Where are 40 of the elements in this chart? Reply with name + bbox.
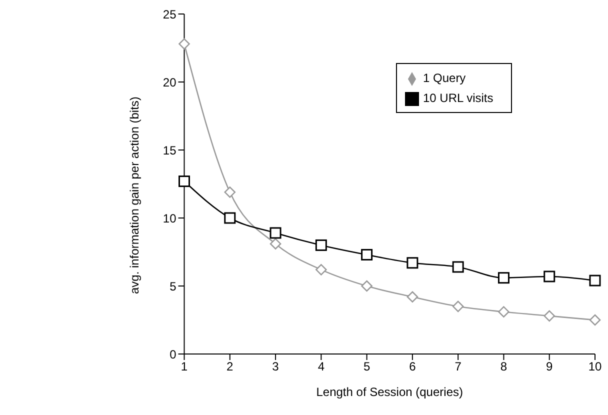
point (224, 212, 236, 224)
legend-label: 1 Query (423, 71, 466, 85)
point (406, 257, 418, 269)
x-tick-label: 1 (180, 360, 188, 374)
point (270, 227, 282, 239)
x-tick-label: 3 (272, 360, 280, 374)
point (270, 238, 282, 250)
point (544, 310, 556, 322)
y-tick-label: 10 (162, 211, 177, 226)
x-tick-label: 5 (363, 360, 370, 374)
point (316, 264, 327, 276)
point (452, 300, 464, 312)
y-tick-label: 25 (162, 7, 177, 22)
x-tick-label: 7 (454, 360, 462, 374)
point (498, 272, 510, 284)
y-tick-label: 20 (162, 75, 177, 90)
y-tick-label: 0 (170, 347, 177, 362)
point (589, 314, 601, 326)
point (361, 248, 373, 260)
y-tick-label: 5 (170, 279, 177, 294)
x-tick-label: 4 (318, 360, 325, 374)
point (178, 38, 190, 50)
x-tick-label: 10 (588, 360, 602, 374)
point (406, 291, 418, 303)
point (589, 274, 601, 286)
y-tick-label: 15 (162, 143, 177, 158)
point (178, 176, 190, 188)
x-tick-label: 2 (226, 360, 234, 374)
point (361, 280, 372, 292)
point (224, 186, 236, 198)
x-tick-label: 8 (500, 360, 508, 374)
x-tick-label: 9 (546, 360, 554, 374)
y-axis-title: avg. information gain per action (bits) (128, 96, 142, 294)
x-tick-label: 6 (409, 360, 416, 374)
x-axis-title: Length of Session (queries) (316, 385, 464, 399)
legend-label: 10 URL visits (423, 91, 494, 105)
point (544, 270, 556, 282)
point (452, 261, 464, 273)
point (498, 306, 510, 318)
point (315, 239, 327, 251)
